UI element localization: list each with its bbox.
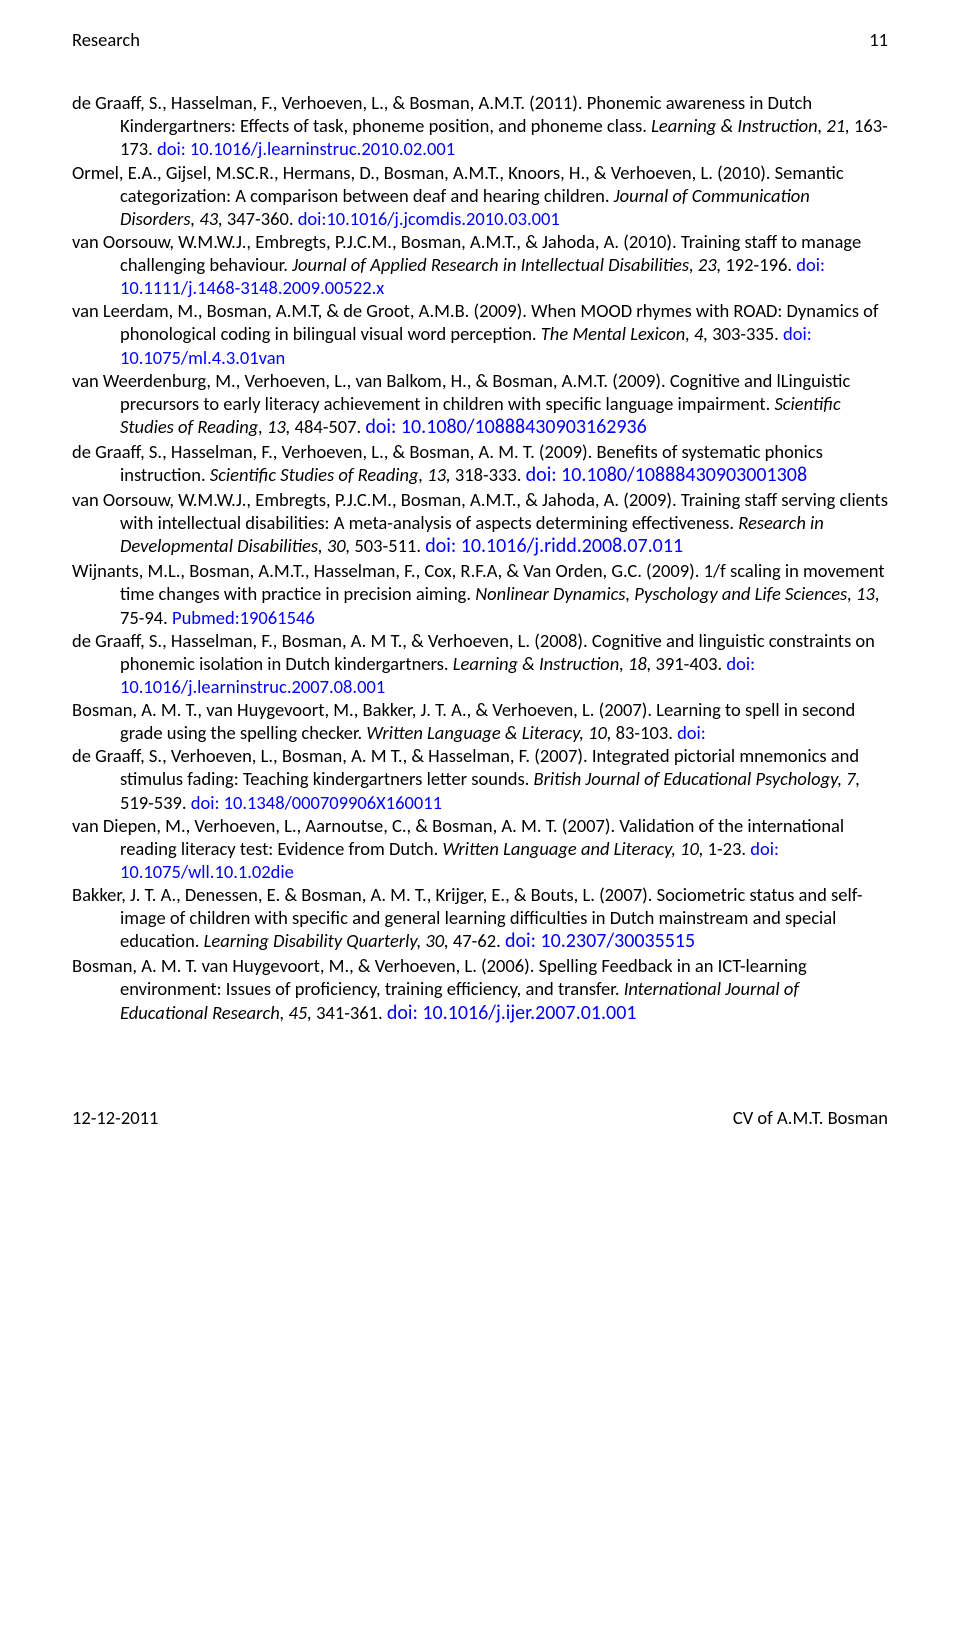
journal-title: Learning & Instruction, 21,: [651, 114, 850, 137]
doi-link[interactable]: doi:: [677, 721, 706, 744]
reference-text: 341-361.: [312, 1001, 387, 1024]
reference-text: 503-511.: [350, 534, 425, 557]
reference-entry: van Leerdam, M., Bosman, A.M.T, & de Gro…: [72, 299, 888, 368]
reference-text: 192-196.: [721, 253, 796, 276]
reference-text: 47-62.: [449, 929, 505, 952]
reference-entry: de Graaff, S., Verhoeven, L., Bosman, A.…: [72, 744, 888, 813]
doi-link[interactable]: doi:10.1016/j.jcomdis.2010.03.001: [298, 207, 560, 230]
journal-title: Written Language & Literacy, 10,: [366, 721, 611, 744]
header-left: Research: [72, 28, 140, 51]
reference-entry: Bakker, J. T. A., Denessen, E. & Bosman,…: [72, 883, 888, 954]
page-header: Research 11: [72, 28, 888, 51]
reference-entry: Bosman, A. M. T., van Huygevoort, M., Ba…: [72, 698, 888, 744]
reference-text: 519-539.: [120, 791, 191, 814]
page-footer: 12-12-2011 CV of A.M.T. Bosman: [72, 1106, 888, 1129]
reference-text: 391-403.: [651, 652, 726, 675]
reference-entry: de Graaff, S., Hasselman, F., Verhoeven,…: [72, 91, 888, 160]
reference-text: 347-360.: [223, 207, 298, 230]
reference-entry: van Diepen, M., Verhoeven, L., Aarnoutse…: [72, 814, 888, 883]
journal-title: The Mental Lexicon, 4,: [541, 322, 708, 345]
journal-title: Journal of Applied Research in Intellect…: [292, 253, 721, 276]
doi-link[interactable]: doi: 10.1348/000709906X160011: [191, 791, 442, 814]
journal-title: British Journal of Educational Psycholog…: [534, 767, 861, 790]
reference-list: de Graaff, S., Hasselman, F., Verhoeven,…: [72, 91, 888, 1025]
journal-title: Nonlinear Dynamics, Pyschology and Life …: [475, 582, 875, 605]
reference-entry: Wijnants, M.L., Bosman, A.M.T., Hasselma…: [72, 559, 888, 628]
reference-text: van Weerdenburg, M., Verhoeven, L., van …: [72, 369, 850, 415]
doi-link[interactable]: doi: 10.1080/10888430903001308: [526, 463, 807, 487]
journal-title: Learning & Instruction, 18,: [453, 652, 652, 675]
doi-link[interactable]: Pubmed:19061546: [172, 606, 315, 629]
reference-text: 83-103.: [611, 721, 677, 744]
reference-entry: van Oorsouw, W.M.W.J., Embregts, P.J.C.M…: [72, 230, 888, 299]
reference-text: 1-23.: [703, 837, 750, 860]
reference-entry: Ormel, E.A., Gijsel, M.SC.R., Hermans, D…: [72, 161, 888, 230]
journal-title: Scientific Studies of Reading, 13,: [210, 463, 451, 486]
journal-title: Learning Disability Quarterly, 30,: [204, 929, 449, 952]
reference-entry: de Graaff, S., Hasselman, F., Verhoeven,…: [72, 440, 888, 488]
header-page-number: 11: [869, 28, 888, 51]
doi-link[interactable]: doi: 10.1016/j.ijer.2007.01.001: [387, 1001, 637, 1025]
reference-entry: Bosman, A. M. T. van Huygevoort, M., & V…: [72, 954, 888, 1025]
reference-entry: van Weerdenburg, M., Verhoeven, L., van …: [72, 369, 888, 440]
journal-title: Written Language and Literacy, 10,: [442, 837, 703, 860]
reference-text: 303-335.: [708, 322, 783, 345]
doi-link[interactable]: doi: 10.2307/30035515: [505, 929, 695, 953]
reference-text: 484-507.: [290, 415, 365, 438]
doi-link[interactable]: doi: 10.1016/j.learninstruc.2010.02.001: [157, 137, 455, 160]
reference-text: 318-333.: [451, 463, 526, 486]
doi-link[interactable]: doi: 10.1080/10888430903162936: [365, 415, 646, 439]
footer-owner: CV of A.M.T. Bosman: [733, 1106, 888, 1129]
reference-entry: van Oorsouw, W.M.W.J., Embregts, P.J.C.M…: [72, 488, 888, 559]
footer-date: 12-12-2011: [72, 1106, 158, 1129]
doi-link[interactable]: doi: 10.1016/j.ridd.2008.07.011: [425, 534, 683, 558]
reference-entry: de Graaff, S., Hasselman, F., Bosman, A.…: [72, 629, 888, 698]
